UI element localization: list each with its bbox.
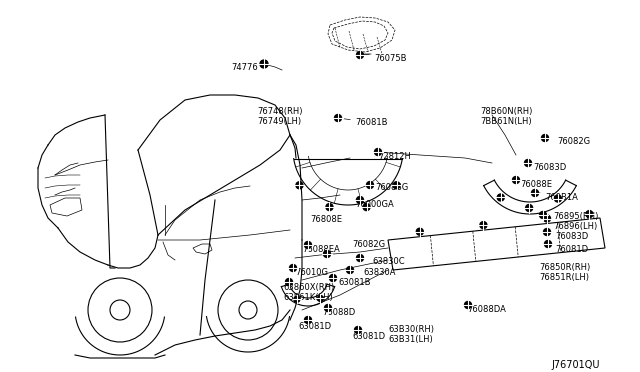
Circle shape — [497, 194, 504, 201]
Text: 76808E: 76808E — [310, 215, 342, 224]
Circle shape — [355, 327, 362, 334]
Text: 76748(RH)
76749(LH): 76748(RH) 76749(LH) — [257, 107, 303, 126]
Circle shape — [296, 182, 303, 189]
Circle shape — [356, 254, 364, 262]
Circle shape — [294, 296, 300, 302]
Circle shape — [324, 305, 332, 311]
Circle shape — [513, 176, 520, 183]
Circle shape — [346, 266, 353, 273]
Circle shape — [545, 241, 552, 247]
Text: 63830A: 63830A — [363, 268, 396, 277]
Text: 78B60N(RH)
7BB61N(LH): 78B60N(RH) 7BB61N(LH) — [480, 107, 532, 126]
Text: 76088E: 76088E — [520, 180, 552, 189]
Circle shape — [541, 135, 548, 141]
Circle shape — [330, 275, 337, 282]
Text: 76088DA: 76088DA — [467, 305, 506, 314]
Circle shape — [285, 279, 292, 285]
Circle shape — [543, 215, 550, 222]
Text: 76010G: 76010G — [295, 268, 328, 277]
Circle shape — [480, 222, 487, 229]
Circle shape — [335, 115, 342, 122]
Circle shape — [525, 205, 532, 212]
Circle shape — [260, 60, 268, 68]
Circle shape — [326, 203, 333, 211]
Circle shape — [323, 250, 330, 257]
Text: 63860X(RH)
63861K(LH): 63860X(RH) 63861K(LH) — [283, 283, 334, 302]
Circle shape — [543, 228, 550, 235]
Text: 76088EA: 76088EA — [302, 245, 340, 254]
Circle shape — [289, 264, 296, 272]
Text: 63B30(RH)
63B31(LH): 63B30(RH) 63B31(LH) — [388, 325, 434, 344]
Text: 760B1A: 760B1A — [545, 193, 578, 202]
Circle shape — [540, 212, 547, 218]
Text: 76082G: 76082G — [557, 137, 590, 146]
Circle shape — [367, 182, 374, 189]
Text: 76088G: 76088G — [375, 183, 408, 192]
Text: 76075B: 76075B — [374, 54, 406, 63]
Circle shape — [465, 301, 472, 308]
Circle shape — [305, 317, 312, 324]
Circle shape — [317, 295, 323, 301]
Text: 72812H: 72812H — [378, 152, 411, 161]
Circle shape — [363, 203, 370, 211]
Circle shape — [305, 241, 312, 248]
Text: 63830C: 63830C — [372, 257, 404, 266]
Circle shape — [531, 189, 538, 196]
Text: 76081D: 76081D — [555, 245, 588, 254]
Text: 76081B: 76081B — [355, 118, 387, 127]
Text: 74776: 74776 — [231, 63, 258, 72]
Circle shape — [374, 148, 381, 155]
Text: 76083D: 76083D — [555, 232, 588, 241]
Circle shape — [393, 182, 400, 189]
Circle shape — [525, 160, 531, 167]
Text: 76850R(RH)
76851R(LH): 76850R(RH) 76851R(LH) — [539, 263, 590, 282]
Circle shape — [356, 196, 364, 203]
Text: 63081D: 63081D — [352, 332, 385, 341]
Circle shape — [586, 211, 593, 218]
Circle shape — [356, 51, 364, 58]
Text: 76895(RH)
76896(LH): 76895(RH) 76896(LH) — [553, 212, 598, 231]
Text: J76701QU: J76701QU — [552, 360, 600, 370]
Text: 63081D: 63081D — [298, 322, 331, 331]
Circle shape — [416, 228, 423, 235]
Text: 76082G: 76082G — [352, 240, 385, 249]
Circle shape — [554, 195, 561, 202]
Text: 76000GA: 76000GA — [355, 200, 394, 209]
Text: 76088D: 76088D — [322, 308, 355, 317]
Text: 63081B: 63081B — [338, 278, 371, 287]
Text: 76083D: 76083D — [533, 163, 566, 172]
